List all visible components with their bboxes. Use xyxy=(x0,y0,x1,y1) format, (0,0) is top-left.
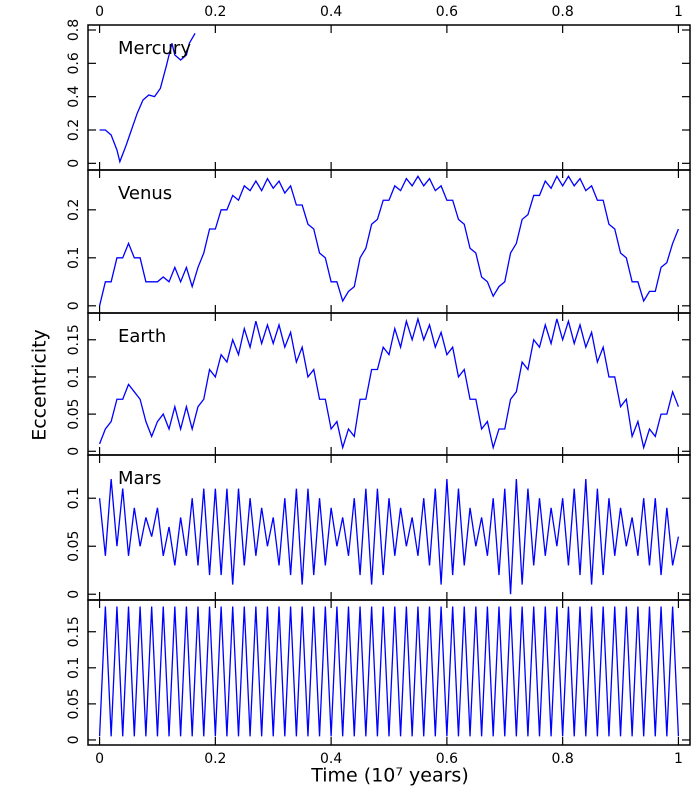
x-tick-label: 1 xyxy=(674,4,683,20)
x-axis-label: Time (10⁷ years) xyxy=(310,765,468,787)
series-line xyxy=(99,33,196,164)
series-line xyxy=(98,174,680,306)
y-tick-label: 0.15 xyxy=(66,324,82,355)
y-tick-label: 0 xyxy=(66,447,82,456)
y-tick-label: 0.05 xyxy=(66,688,82,719)
y-tick-label: 0 xyxy=(66,590,82,599)
y-tick-label: 0.2 xyxy=(66,199,82,221)
series-line xyxy=(98,478,680,595)
y-axis-label: Eccentricity xyxy=(29,329,51,441)
y-tick-label: 0.1 xyxy=(66,366,82,388)
x-tick-label: 0.6 xyxy=(436,751,458,767)
panel-frame xyxy=(87,599,691,746)
y-tick-label: 0.6 xyxy=(66,52,82,74)
panel-title: Venus xyxy=(118,183,172,204)
x-tick-label: 0 xyxy=(95,751,104,767)
y-tick-label: 0.2 xyxy=(66,119,82,141)
x-tick-label: 1 xyxy=(674,751,683,767)
series-line xyxy=(98,606,680,737)
panel-title: Mercury xyxy=(118,38,191,59)
y-tick-label: 0 xyxy=(66,159,82,168)
y-tick-label: 0.1 xyxy=(66,657,82,679)
y-tick-label: 0.15 xyxy=(66,616,82,647)
x-tick-label: 0.8 xyxy=(552,4,574,20)
x-tick-label: 0.4 xyxy=(320,4,342,20)
panel-title: Mars xyxy=(118,468,161,489)
series-line xyxy=(98,316,680,451)
y-tick-label: 0.1 xyxy=(66,487,82,509)
panel-title: Earth xyxy=(118,326,166,347)
x-tick-label: 0.8 xyxy=(552,751,574,767)
y-tick-label: 0.1 xyxy=(66,247,82,269)
x-tick-label: 0.2 xyxy=(204,4,226,20)
x-tick-label: 0 xyxy=(95,4,104,20)
x-tick-label: 0.4 xyxy=(320,751,342,767)
panel-frame xyxy=(87,169,691,314)
y-tick-label: 0.4 xyxy=(66,85,82,107)
y-tick-label: 0.05 xyxy=(66,531,82,562)
y-tick-label: 0.8 xyxy=(66,19,82,41)
x-tick-label: 0.2 xyxy=(204,751,226,767)
x-tick-label: 0.6 xyxy=(436,4,458,20)
y-tick-label: 0.05 xyxy=(66,399,82,430)
panel-frame xyxy=(87,312,691,456)
y-tick-label: 0 xyxy=(66,735,82,744)
y-tick-label: 0 xyxy=(66,301,82,310)
